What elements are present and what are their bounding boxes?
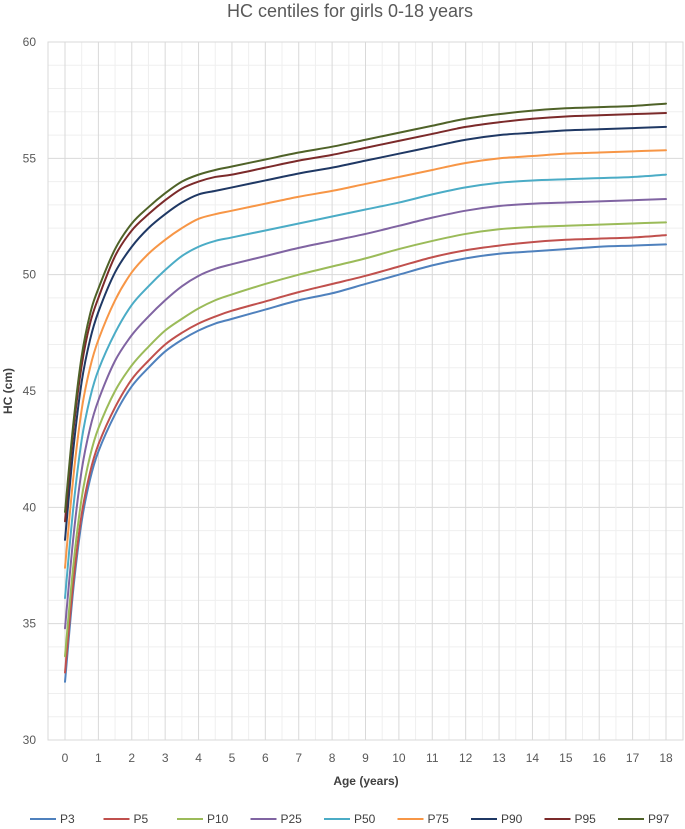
series-line-p10: [64, 221, 667, 658]
y-tick-label: 60: [23, 35, 37, 49]
legend-label: P25: [281, 812, 303, 826]
x-tick-label: 13: [492, 751, 506, 765]
x-tick-label: 7: [295, 751, 302, 765]
series-line-p95: [64, 111, 667, 523]
legend-item-p3: P3: [30, 812, 75, 826]
y-axis-ticks: 30 35 40 45 50 55 60: [23, 35, 37, 747]
x-tick-label: 17: [626, 751, 640, 765]
chart-title: HC centiles for girls 0-18 years: [227, 1, 473, 21]
x-tick-label: 16: [593, 751, 607, 765]
series-line-p75: [64, 149, 667, 569]
legend-label: P75: [428, 812, 450, 826]
x-tick-label: 14: [526, 751, 540, 765]
y-tick-label: 50: [23, 268, 37, 282]
series-line-p97: [64, 102, 667, 513]
legend: P3 P5 P10 P25 P50 P75 P90 P95 P97: [30, 812, 670, 826]
x-tick-label: 5: [229, 751, 236, 765]
legend-label: P90: [501, 812, 523, 826]
x-tick-label: 1: [95, 751, 102, 765]
series-line-p25: [64, 198, 667, 630]
x-tick-label: 2: [128, 751, 135, 765]
series-line-p3: [64, 243, 667, 683]
legend-item-p97: P97: [618, 812, 670, 826]
y-tick-label: 45: [23, 384, 37, 398]
x-tick-label: 3: [162, 751, 169, 765]
grid: [48, 41, 683, 741]
plot-area-border: [47, 41, 684, 741]
legend-label: P5: [134, 812, 149, 826]
series-line-p90: [64, 125, 667, 541]
legend-item-p90: P90: [471, 812, 523, 826]
x-axis-title: Age (years): [333, 774, 398, 788]
legend-label: P3: [60, 812, 75, 826]
legend-label: P95: [575, 812, 597, 826]
legend-item-p10: P10: [177, 812, 229, 826]
y-tick-label: 55: [23, 151, 37, 165]
legend-item-p95: P95: [544, 812, 597, 826]
legend-label: P50: [354, 812, 376, 826]
legend-label: P97: [648, 812, 670, 826]
y-tick-label: 30: [23, 733, 37, 747]
legend-item-p5: P5: [103, 812, 149, 826]
y-axis-title: HC (cm): [1, 368, 15, 414]
legend-label: P10: [207, 812, 229, 826]
legend-item-p25: P25: [250, 812, 303, 826]
legend-item-p50: P50: [324, 812, 376, 826]
x-tick-label: 10: [392, 751, 406, 765]
series-line-p50: [64, 173, 667, 600]
series-line-p5: [64, 234, 667, 674]
x-tick-label: 4: [195, 751, 202, 765]
y-tick-label: 35: [23, 617, 37, 631]
x-tick-label: 6: [262, 751, 269, 765]
x-tick-label: 11: [426, 751, 439, 765]
y-tick-label: 40: [23, 500, 37, 514]
x-tick-label: 9: [362, 751, 369, 765]
x-axis-ticks: 0 1 2 3 4 5 6 7 8 9 10 11 12 13 14 15 16 17 18: [62, 751, 673, 765]
x-tick-label: 15: [559, 751, 573, 765]
x-tick-label: 12: [459, 751, 473, 765]
x-tick-label: 0: [62, 751, 69, 765]
legend-item-p75: P75: [397, 812, 450, 826]
series-lines: [64, 102, 667, 683]
x-tick-label: 8: [329, 751, 336, 765]
x-tick-label: 18: [659, 751, 673, 765]
